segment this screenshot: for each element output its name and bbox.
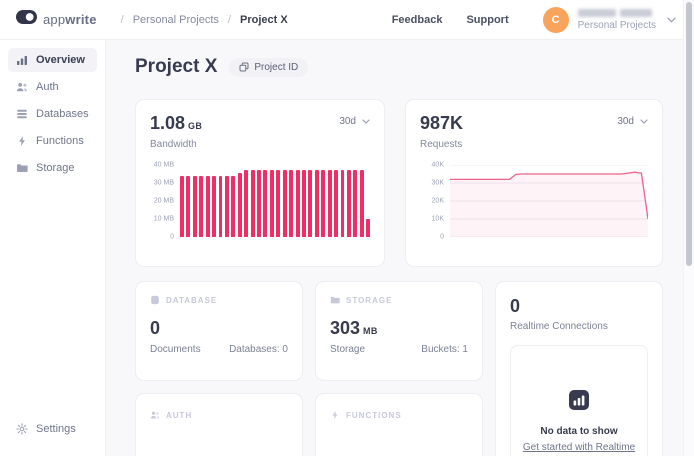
storage-unit: MB [363, 326, 378, 336]
account-menu[interactable]: C Personal Projects [542, 6, 676, 33]
sidebar-item-auth[interactable]: Auth [8, 75, 97, 99]
appwrite-logo-icon [16, 10, 37, 29]
requests-card: 987K Requests 30d 40K 30K 20K 10K 0 [405, 99, 663, 267]
requests-label: Requests [420, 139, 463, 150]
no-data-text: No data to show [540, 425, 618, 437]
breadcrumb-separator: / [120, 13, 124, 26]
database-card: DATABASE 0 Documents Databases: 0 [135, 281, 303, 381]
bar-chart-icon [569, 389, 589, 415]
stats-grid: DATABASE 0 Documents Databases: 0 STORAG… [135, 281, 663, 456]
appwrite-logo[interactable]: appwrite [16, 10, 97, 29]
sidebar-item-label: Functions [36, 135, 84, 147]
support-link[interactable]: Support [466, 13, 509, 26]
sidebar-item-label: Auth [36, 81, 59, 93]
realtime-empty-state: No data to show Get started with Realtim… [510, 345, 648, 456]
requests-value: 987K [420, 113, 464, 133]
top-header: appwrite / Personal Projects / Project X… [0, 0, 694, 40]
gear-icon [16, 423, 28, 435]
page-scrollbar [683, 0, 694, 456]
requests-line [450, 165, 648, 237]
auth-card: AUTH [135, 393, 303, 456]
sidebar-item-overview[interactable]: Overview [8, 48, 97, 72]
copy-icon [239, 62, 249, 72]
requests-chart: 40K 30K 20K 10K 0 [420, 161, 648, 241]
requests-range-select[interactable]: 30d [617, 116, 648, 127]
page-title: Project X [135, 56, 218, 77]
realtime-card: 0 Realtime Connections No data to show G… [495, 281, 663, 456]
breadcrumb-separator: / [227, 13, 231, 26]
breadcrumb: / Personal Projects / Project X [121, 14, 288, 26]
sidebar-item-databases[interactable]: Databases [8, 102, 97, 126]
database-icon [16, 108, 28, 120]
users-icon [150, 410, 160, 420]
appwrite-logo-text: appwrite [43, 12, 97, 27]
documents-label: Documents [150, 344, 201, 355]
account-meta: Personal Projects [577, 8, 656, 31]
page-head: Project X Project ID [135, 56, 663, 78]
bandwidth-unit: GB [188, 121, 203, 131]
buckets-count: Buckets: 1 [421, 344, 468, 355]
header-actions: Feedback Support C Personal Projects [391, 6, 676, 33]
main-content: Project X Project ID 1.08 GB Bandwidth 30… [106, 40, 694, 456]
database-tag: DATABASE [150, 295, 288, 305]
bandwidth-range-select[interactable]: 30d [339, 116, 370, 127]
breadcrumb-project[interactable]: Project X [239, 13, 288, 26]
sidebar-item-label: Settings [36, 423, 76, 435]
usage-row: 1.08 GB Bandwidth 30d 40 MB 30 MB 20 MB 10 M… [135, 99, 663, 267]
folder-icon [330, 295, 340, 305]
documents-count: 0 [150, 318, 161, 338]
chevron-down-icon [667, 17, 676, 23]
bandwidth-card: 1.08 GB Bandwidth 30d 40 MB 30 MB 20 MB 10 M… [135, 99, 385, 267]
realtime-connections-label: Realtime Connections [510, 321, 608, 332]
bandwidth-value: 1.08 GB [150, 113, 203, 133]
auth-tag: AUTH [150, 410, 288, 420]
avatar: C [542, 6, 569, 33]
bandwidth-label: Bandwidth [150, 139, 197, 150]
account-organization: Personal Projects [577, 19, 656, 31]
get-started-realtime-link[interactable]: Get started with Realtime [522, 441, 636, 453]
scrollbar-thumb[interactable] [686, 2, 692, 266]
sidebar-item-functions[interactable]: Functions [8, 129, 97, 153]
storage-used: 303 MB [330, 318, 378, 338]
sidebar-item-label: Databases [36, 108, 89, 120]
feedback-link[interactable]: Feedback [391, 13, 443, 26]
database-icon [150, 295, 160, 305]
sidebar-item-settings[interactable]: Settings [8, 417, 97, 441]
functions-tag: FUNCTIONS [330, 410, 468, 420]
bandwidth-bars [180, 165, 371, 237]
bandwidth-y-axis: 40 MB 30 MB 20 MB 10 MB 0 [153, 161, 174, 241]
project-id-badge[interactable]: Project ID [229, 57, 309, 77]
chevron-down-icon [640, 119, 648, 124]
sidebar: Overview Auth Databases Functions Storag… [0, 40, 106, 456]
storage-card: STORAGE 303 MB Storage Buckets: 1 [315, 281, 483, 381]
folder-icon [16, 162, 28, 174]
breadcrumb-org[interactable]: Personal Projects [132, 13, 219, 26]
databases-count: Databases: 0 [229, 344, 288, 355]
project-id-badge-label: Project ID [254, 61, 299, 73]
lightning-icon [16, 135, 28, 147]
realtime-connections-count: 0 [510, 296, 521, 316]
sidebar-item-storage[interactable]: Storage [8, 156, 97, 180]
storage-tag: STORAGE [330, 295, 468, 305]
sidebar-item-label: Overview [36, 54, 85, 66]
account-name-redacted [577, 8, 656, 17]
users-icon [16, 81, 28, 93]
bar-chart-icon [16, 54, 28, 66]
bandwidth-chart: 40 MB 30 MB 20 MB 10 MB 0 [150, 161, 371, 241]
sidebar-item-label: Storage [36, 162, 75, 174]
requests-y-axis: 40K 30K 20K 10K 0 [431, 161, 444, 241]
lightning-icon [330, 410, 340, 420]
chevron-down-icon [362, 119, 370, 124]
functions-card: FUNCTIONS [315, 393, 483, 456]
storage-label: Storage [330, 344, 366, 355]
